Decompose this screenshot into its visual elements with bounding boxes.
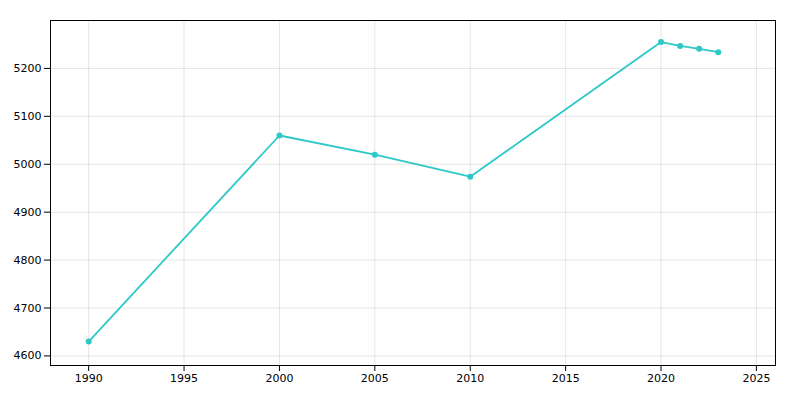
svg-text:4600: 4600 [14, 349, 42, 362]
svg-text:2010: 2010 [456, 372, 484, 385]
svg-text:1990: 1990 [75, 372, 103, 385]
svg-text:4900: 4900 [14, 206, 42, 219]
svg-text:4700: 4700 [14, 302, 42, 315]
svg-text:2015: 2015 [552, 372, 580, 385]
svg-text:2020: 2020 [647, 372, 675, 385]
svg-text:5000: 5000 [14, 158, 42, 171]
svg-text:1995: 1995 [170, 372, 198, 385]
svg-text:2000: 2000 [265, 372, 293, 385]
svg-text:5200: 5200 [14, 62, 42, 75]
svg-text:2005: 2005 [361, 372, 389, 385]
svg-text:4800: 4800 [14, 254, 42, 267]
svg-text:2025: 2025 [742, 372, 770, 385]
svg-text:5100: 5100 [14, 110, 42, 123]
